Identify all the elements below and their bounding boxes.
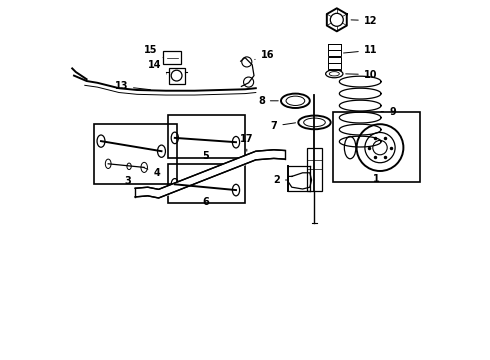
- Bar: [94, 124, 176, 184]
- Text: 1: 1: [373, 174, 380, 184]
- Bar: [328, 44, 341, 50]
- Text: 4: 4: [143, 167, 160, 178]
- Text: 15: 15: [145, 45, 163, 58]
- Bar: [328, 50, 341, 56]
- Bar: [169, 68, 185, 84]
- Text: 9: 9: [381, 107, 396, 117]
- Text: 3: 3: [124, 176, 131, 186]
- Bar: [328, 57, 341, 63]
- Text: 13: 13: [115, 81, 150, 91]
- Text: 14: 14: [148, 60, 167, 74]
- Bar: [328, 63, 341, 69]
- Bar: [333, 112, 419, 182]
- Text: 12: 12: [351, 15, 377, 26]
- Text: 6: 6: [202, 197, 209, 207]
- Text: 11: 11: [343, 45, 377, 55]
- Text: 17: 17: [240, 134, 253, 151]
- Text: 10: 10: [346, 69, 377, 80]
- Text: 16: 16: [255, 50, 274, 60]
- Bar: [168, 115, 245, 158]
- Text: 8: 8: [258, 96, 278, 106]
- Bar: [307, 148, 322, 191]
- Text: 7: 7: [270, 121, 295, 131]
- Bar: [168, 164, 245, 203]
- Bar: [163, 51, 181, 64]
- Text: 5: 5: [202, 150, 209, 161]
- Text: 2: 2: [273, 175, 288, 185]
